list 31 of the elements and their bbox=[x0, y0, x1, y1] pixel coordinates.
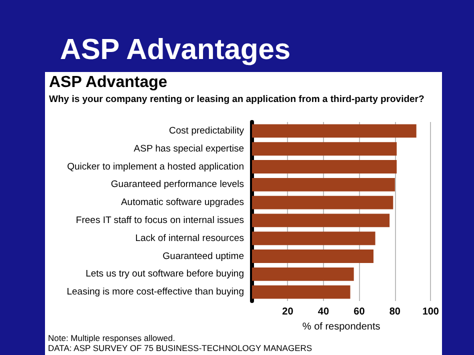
bar bbox=[252, 196, 394, 210]
y-tick-label: Cost predictability bbox=[169, 125, 244, 136]
bar bbox=[252, 178, 395, 192]
bar bbox=[252, 250, 374, 263]
y-tick-label: Lets us try out software before buying bbox=[86, 268, 244, 280]
text: DATA: ASP SURVEY OF 75 BUSINESS-TECHNOLOGY MANAGERS bbox=[48, 343, 312, 353]
bar bbox=[252, 142, 397, 156]
y-tick-label: Lack of internal resources bbox=[135, 232, 244, 244]
text: ASP Advantage bbox=[49, 74, 168, 92]
y-tick-label: Quicker to implement a hosted application bbox=[67, 161, 244, 172]
x-tick-label: 20 bbox=[282, 306, 294, 318]
bar bbox=[252, 160, 397, 174]
bar bbox=[252, 124, 416, 138]
x-axis-title: % of respondents bbox=[302, 321, 380, 332]
bar bbox=[252, 232, 376, 246]
y-tick-label: Guaranteed uptime bbox=[162, 250, 244, 262]
y-tick-label: Leasing is more cost-effective than buying bbox=[66, 286, 244, 298]
bar bbox=[252, 285, 350, 299]
x-tick-label: 40 bbox=[318, 306, 330, 318]
x-tick-label: 60 bbox=[354, 306, 366, 318]
y-tick-label: Frees IT staff to focus on internal issues bbox=[76, 214, 244, 226]
x-tick-label: 100 bbox=[422, 306, 440, 318]
chart-title: ASP Advantages bbox=[60, 34, 290, 67]
x-tick-label: 80 bbox=[389, 306, 401, 318]
y-tick-label: Automatic software upgrades bbox=[120, 197, 244, 208]
y-tick-label: ASP has special expertise bbox=[134, 143, 244, 154]
text: Why is your company renting or leasing an application from a third-party provider? bbox=[49, 94, 424, 105]
y-tick-label: Guaranteed performance levels bbox=[110, 179, 244, 190]
text: Note: Multiple responses allowed. bbox=[48, 333, 176, 343]
bar bbox=[252, 267, 354, 281]
bar bbox=[252, 214, 390, 228]
